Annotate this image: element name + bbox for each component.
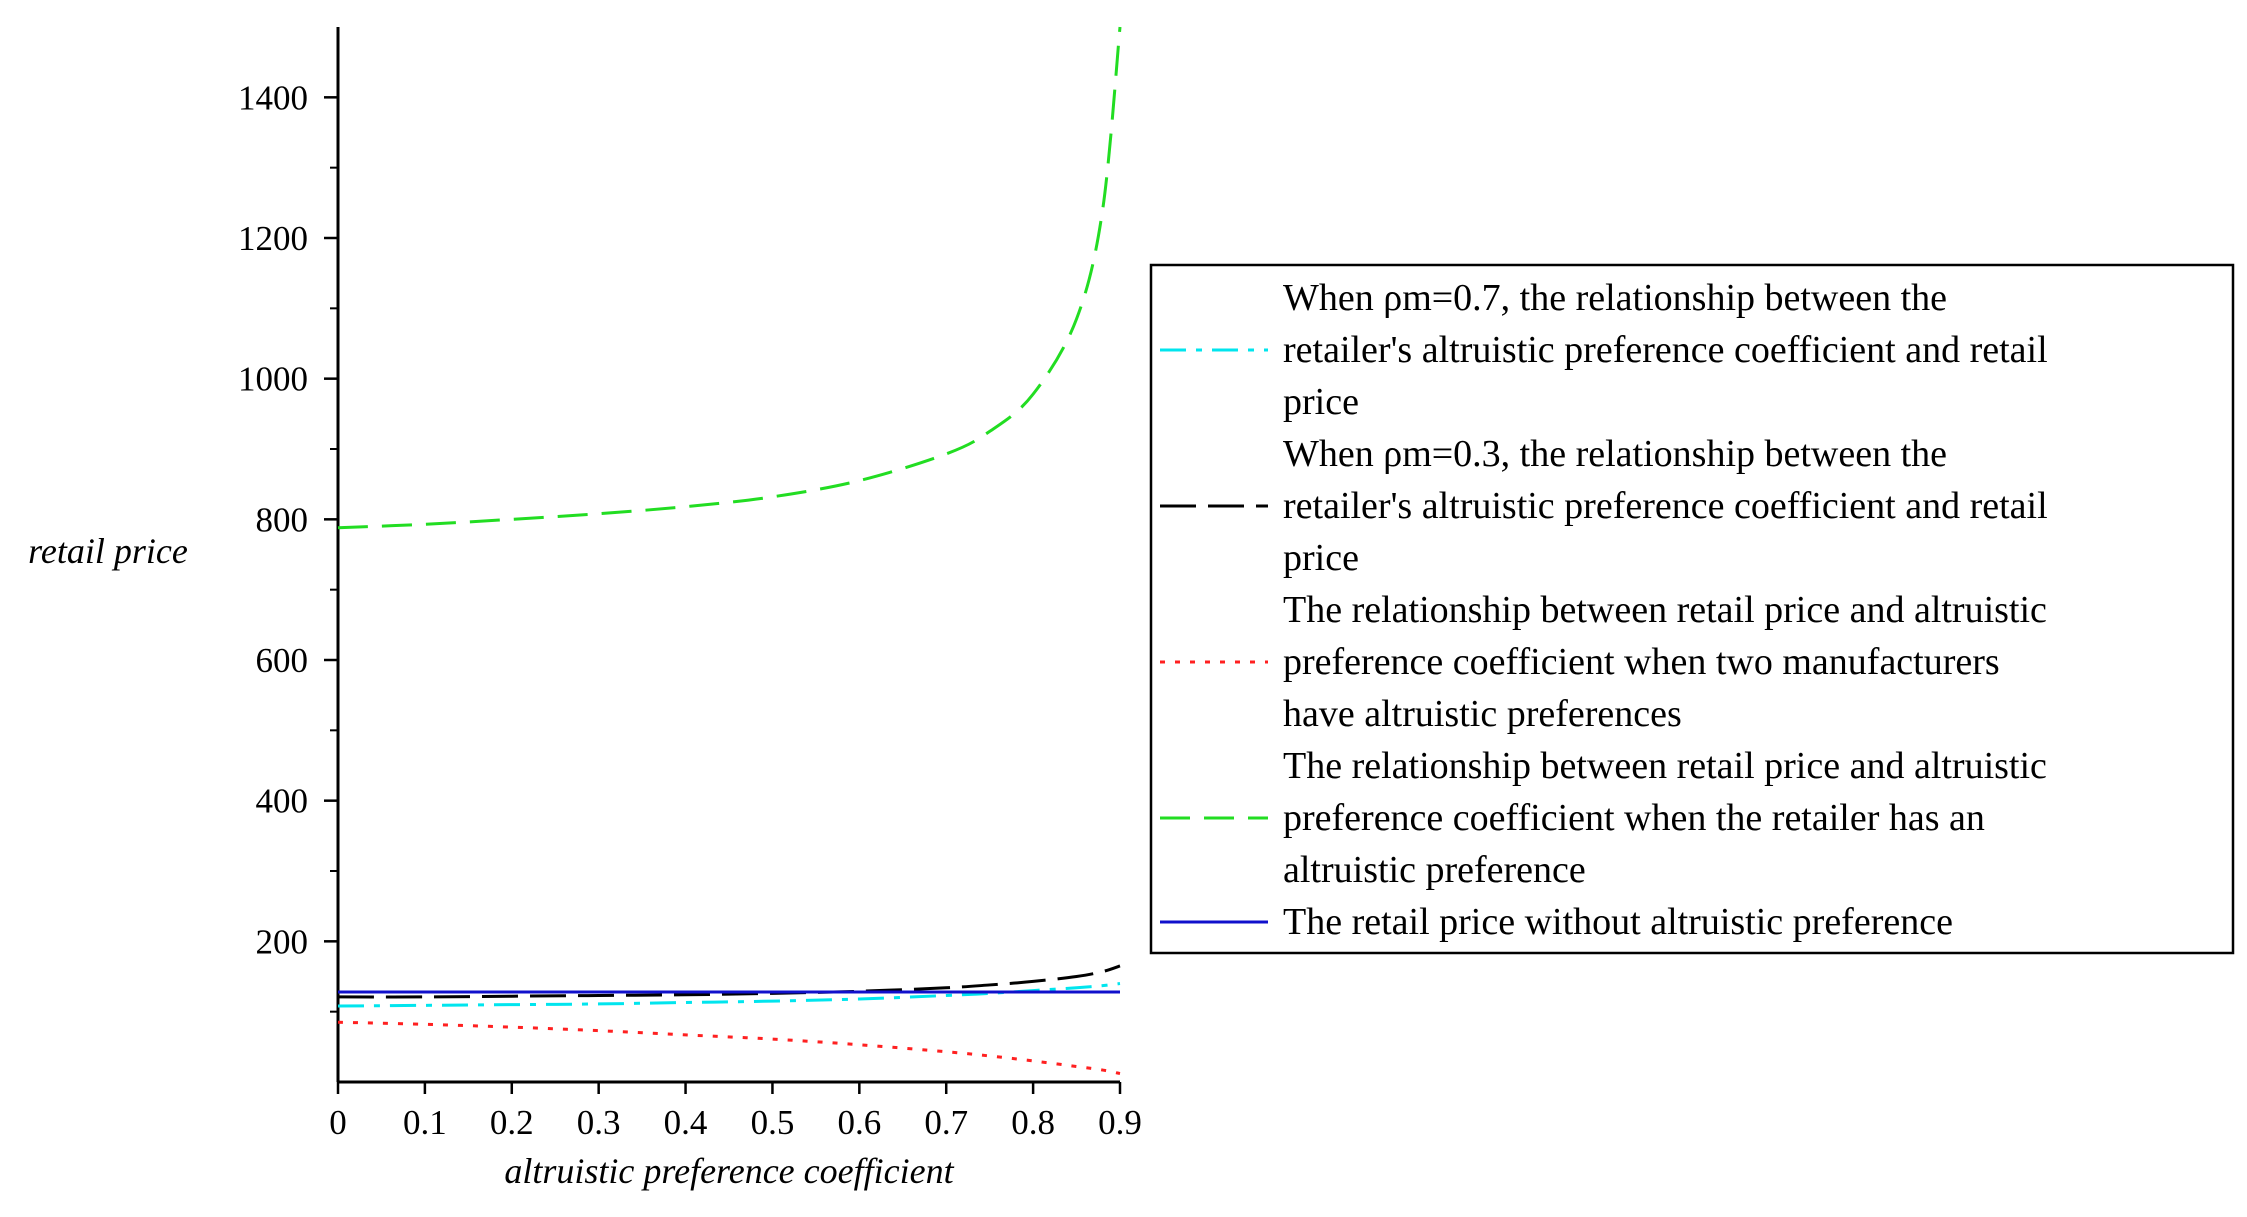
y-tick-label: 600 — [256, 641, 309, 680]
y-tick-label: 200 — [256, 922, 309, 961]
legend-label-2: When ρm=0.3, the relationship between th… — [1283, 433, 2048, 579]
series-line-1 — [337, 982, 1121, 1008]
legend-label-4: The relationship between retail price an… — [1283, 745, 2047, 891]
x-tick-label: 0.9 — [1098, 1103, 1142, 1142]
x-tick-label: 0.5 — [751, 1103, 795, 1142]
y-tick-label: 1000 — [238, 360, 308, 399]
legend-box — [1149, 263, 2235, 955]
legend: When ρm=0.7, the relationship between th… — [1149, 263, 2235, 955]
legend-label-1: When ρm=0.7, the relationship between th… — [1283, 277, 2048, 423]
x-tick-label: 0.1 — [403, 1103, 447, 1142]
series-line-3 — [337, 1020, 1121, 1076]
y-tick-label: 1400 — [238, 78, 308, 117]
x-tick-label: 0.7 — [924, 1103, 968, 1142]
y-tick-label: 800 — [256, 500, 309, 539]
x-axis-title: altruistic preference coefficient — [504, 1151, 954, 1191]
x-tick-label: 0.6 — [837, 1103, 881, 1142]
x-tick-label: 0.3 — [577, 1103, 621, 1142]
legend-label-5: The retail price without altruistic pref… — [1283, 901, 1953, 943]
legend-label-3: The relationship between retail price an… — [1283, 589, 2047, 735]
y-tick-label: 1200 — [238, 219, 308, 258]
series-line-4 — [337, 26, 1122, 530]
x-tick-label: 0.2 — [490, 1103, 534, 1142]
y-tick-label: 400 — [256, 782, 309, 821]
x-tick-label: 0.8 — [1011, 1103, 1055, 1142]
y-axis-title: retail price — [28, 531, 188, 571]
x-tick-label: 0 — [329, 1103, 347, 1142]
x-tick-label: 0.4 — [664, 1103, 708, 1142]
